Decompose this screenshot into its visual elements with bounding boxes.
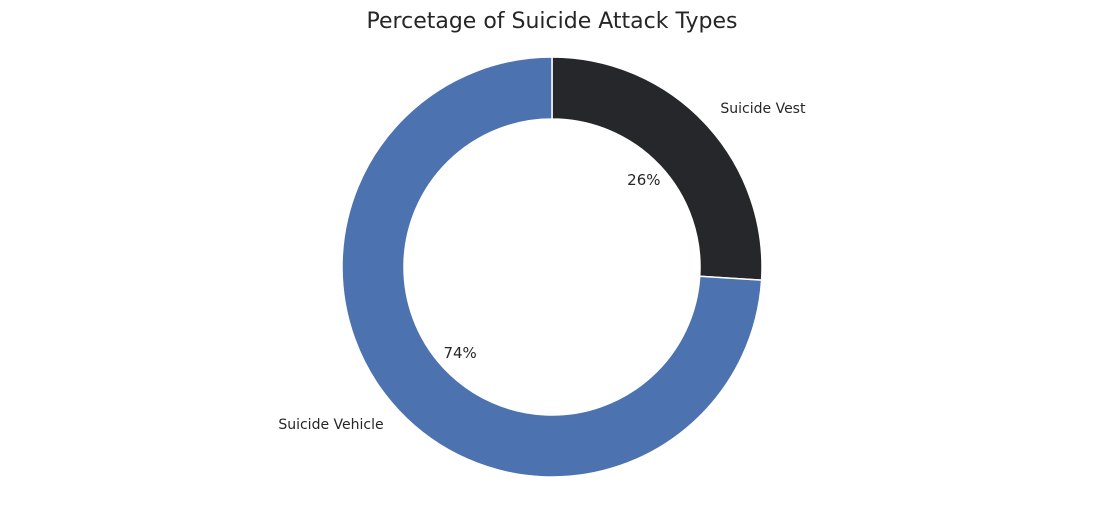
chart-title: Percetage of Suicide Attack Types (367, 9, 738, 34)
slice-label-suicide-vest: Suicide Vest (720, 101, 806, 117)
slice-suicide-vest (551, 56, 763, 281)
pct-label-suicide-vest: 26% (627, 171, 660, 189)
slices-layer (341, 56, 763, 478)
pct-label-suicide-vehicle: 74% (443, 344, 476, 362)
slice-label-suicide-vehicle: Suicide Vehicle (278, 417, 383, 433)
slice-suicide-vehicle (341, 56, 763, 478)
labels-layer: Suicide Vest 26% Suicide Vehicle 74% (278, 101, 806, 433)
